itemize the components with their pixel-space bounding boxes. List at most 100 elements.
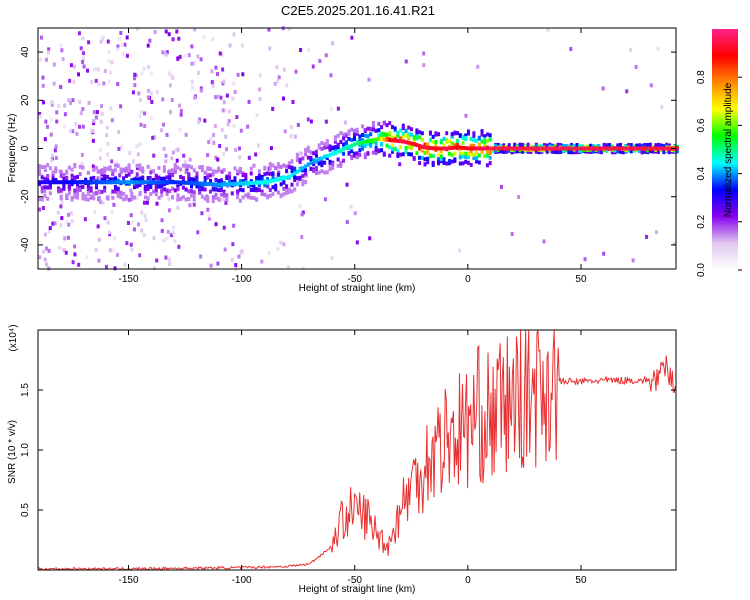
spectrogram-cell	[132, 76, 136, 81]
spectrogram-cell	[149, 71, 153, 76]
spectrogram-ridge-cell	[285, 184, 289, 189]
spectrogram-ridge-cell	[244, 172, 248, 177]
spectrogram-ridge-core	[344, 145, 348, 150]
spectrogram-cell	[422, 63, 426, 68]
spectrogram-ridge-cell	[477, 153, 481, 158]
spectrogram-cell	[207, 140, 211, 145]
spectrogram-ridge-cell	[81, 165, 85, 170]
spectrogram-ridge-core	[295, 169, 299, 174]
spectrogram-cell	[68, 78, 72, 83]
spectrogram-ridge-cell	[244, 193, 248, 198]
spectrogram-cell	[193, 95, 197, 100]
spectrogram-ridge-core	[640, 146, 644, 151]
spectrogram-ridge-cell	[103, 176, 107, 181]
spectrogram-ridge-cell	[428, 154, 432, 159]
spectrogram-y-tick-label: 0	[20, 145, 31, 151]
spectrogram-cell	[128, 197, 132, 202]
spectrogram-ridge-cell	[236, 189, 240, 194]
spectrogram-ridge-cell	[483, 140, 487, 145]
spectrogram-cell	[306, 117, 310, 122]
spectrogram-ridge-cell	[646, 148, 650, 153]
spectrogram-ridge-cell	[214, 195, 218, 200]
spectrogram-cell	[179, 108, 183, 113]
spectrogram-ridge-cell	[488, 150, 492, 155]
spectrogram-ridge-cell	[255, 177, 259, 182]
spectrogram-cell	[307, 168, 311, 173]
spectrogram-ridge-cell	[43, 193, 47, 198]
spectrogram-cell	[629, 47, 633, 52]
spectrogram-cell	[79, 46, 83, 51]
spectrogram-ridge-core	[618, 146, 622, 151]
snr-y-tick-label: 1.0	[20, 443, 31, 457]
spectrogram-ridge-cell	[350, 149, 354, 154]
spectrogram-cell	[196, 70, 200, 75]
spectrogram-cell	[183, 54, 187, 59]
spectrogram-cell	[258, 73, 262, 78]
spectrogram-cell	[109, 192, 113, 197]
spectrogram-ridge-cell	[453, 143, 457, 148]
spectrogram-cell	[398, 162, 402, 167]
spectrogram-ridge-cell	[572, 144, 576, 149]
spectrogram-cell	[81, 51, 85, 56]
spectrogram-cell	[63, 236, 67, 241]
spectrogram-cell	[300, 235, 304, 240]
spectrogram-ridge-cell	[382, 132, 386, 137]
spectrogram-ridge-cell	[399, 152, 403, 157]
spectrogram-ridge-core	[366, 139, 370, 144]
spectrogram-ridge-cell	[195, 175, 199, 180]
spectrogram-cell	[173, 148, 177, 153]
spectrogram-ridge-cell	[559, 149, 563, 154]
spectrogram-ridge-core	[97, 180, 101, 185]
spectrogram-ridge-cell	[485, 153, 489, 158]
spectrogram-cell	[213, 189, 217, 194]
spectrogram-cell	[73, 244, 77, 249]
spectrogram-ridge-cell	[168, 171, 172, 176]
spectrogram-ridge-cell	[209, 166, 213, 171]
spectrogram-ridge-cell	[407, 152, 411, 157]
spectrogram-cell	[240, 43, 244, 48]
spectrogram-ridge-cell	[304, 179, 308, 184]
spectrogram-ridge-core	[133, 180, 137, 185]
spectrogram-cell	[199, 88, 203, 93]
spectrogram-ridge-cell	[605, 148, 609, 153]
spectrogram-ridge-core	[627, 146, 631, 151]
spectrogram-ridge-cell	[426, 142, 430, 147]
spectrogram-ridge-cell	[393, 146, 397, 151]
spectrogram-ridge-cell	[399, 136, 403, 141]
spectrogram-ridge-cell	[65, 193, 69, 198]
spectrogram-ridge-cell	[339, 139, 343, 144]
colorbar-tick-label: 0.2	[696, 214, 707, 228]
spectrogram-ridge-cell	[404, 128, 408, 133]
spectrogram-ridge-cell	[442, 143, 446, 148]
spectrogram-ridge-cell	[371, 150, 375, 155]
colorbar-ticks: 0.0 0.2 0.4 0.6 0.8	[696, 70, 742, 277]
spectrogram-cell	[290, 125, 294, 130]
spectrogram-ridge-cell	[252, 196, 256, 201]
spectrogram-ridge-cell	[274, 165, 278, 170]
spectrogram-ridge-cell	[333, 135, 337, 140]
spectrogram-cell	[39, 57, 43, 62]
spectrogram-ridge-cell	[361, 124, 365, 129]
spectrogram-ridge-cell	[475, 151, 479, 156]
spectrogram-cell	[41, 75, 45, 80]
spectrogram-ridge-cell	[51, 176, 55, 181]
spectrogram-cell	[137, 91, 141, 96]
spectrogram-ridge-core	[434, 146, 438, 151]
spectrogram-ridge-core	[206, 181, 210, 186]
spectrogram-cell	[67, 222, 71, 227]
spectrogram-cell	[230, 257, 234, 262]
spectrogram-cell	[182, 153, 186, 158]
spectrogram-ridge-cell	[276, 190, 280, 195]
spectrogram-ridge-cell	[214, 169, 218, 174]
spectrogram-ridge-cell	[377, 121, 381, 126]
spectrogram-cell	[71, 260, 75, 265]
spectrogram-ridge-core	[162, 180, 166, 185]
spectrogram-ridge-core	[382, 137, 386, 142]
spectrogram-ridge-cell	[73, 194, 77, 199]
spectrogram-ridge-cell	[97, 195, 101, 200]
spectrogram-ridge-cell	[485, 150, 489, 155]
spectrogram-ridge-cell	[81, 192, 85, 197]
spectrogram-ridge-cell	[488, 133, 492, 138]
spectrogram-ridge-cell	[279, 194, 283, 199]
spectrogram-cell	[223, 247, 227, 252]
